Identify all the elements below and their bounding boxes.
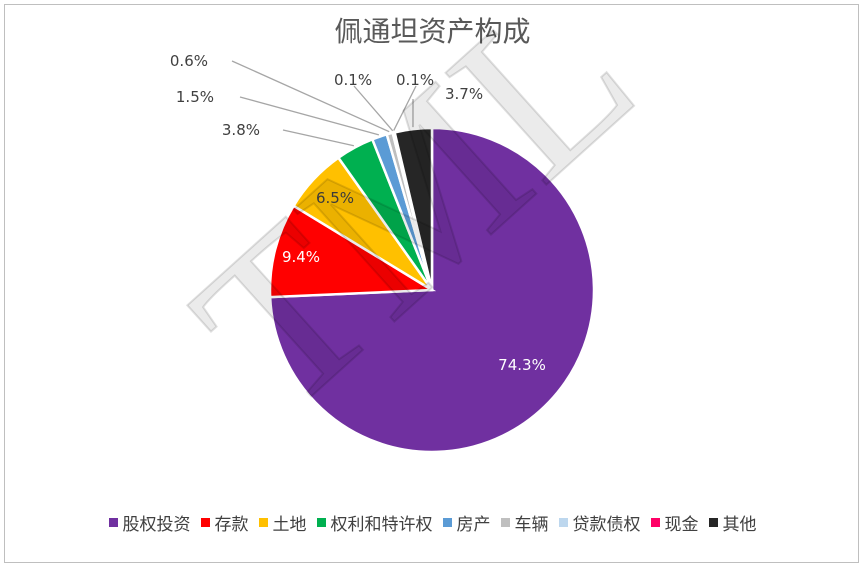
legend-label: 存款	[214, 515, 249, 535]
legend-label: 股权投资	[122, 515, 191, 535]
legend-item-1: 股权投资	[108, 510, 191, 535]
data-label-8: 0.1%	[396, 71, 434, 89]
legend-swatch	[442, 518, 452, 527]
legend-swatch	[500, 518, 510, 527]
pie-slice-9	[393, 126, 434, 291]
legend-swatch	[316, 518, 326, 527]
legend-swatch	[708, 518, 718, 527]
legend-swatch	[650, 518, 660, 527]
legend-swatch	[258, 518, 268, 527]
leader-line-8	[393, 85, 417, 131]
data-labels: 74.3% 9.4% 6.5% 3.8% 1.5% 0.6% 0.1% 0.1% 3.7%	[170, 52, 546, 374]
leader-line-4	[282, 129, 355, 147]
legend-item-3: 土地	[258, 510, 307, 535]
legend-label: 车辆	[514, 515, 549, 535]
chart-legend: 股权投资 存款 土地 权利和特许权 房产 车辆 贷款债权 现金 其他	[0, 510, 865, 535]
leader-lines	[231, 60, 417, 147]
leader-line-6	[231, 60, 390, 133]
pie-slice-2	[268, 204, 437, 299]
leader-line-5	[239, 96, 380, 136]
data-label-1: 74.3%	[498, 356, 546, 374]
data-label-6: 0.6%	[170, 52, 208, 70]
legend-item-7: 贷款债权	[558, 510, 641, 535]
legend-item-2: 存款	[200, 510, 249, 535]
legend-swatch	[558, 518, 568, 527]
legend-item-5: 房产	[442, 510, 491, 535]
legend-swatch	[200, 518, 210, 527]
data-label-2: 9.4%	[282, 248, 320, 266]
legend-item-8: 现金	[650, 510, 699, 535]
data-label-4: 3.8%	[222, 121, 260, 139]
legend-swatch	[108, 518, 118, 527]
legend-label: 现金	[664, 515, 699, 535]
data-label-7: 0.1%	[334, 71, 372, 89]
data-label-9: 3.7%	[445, 85, 483, 103]
legend-item-9: 其他	[708, 510, 757, 535]
legend-label: 土地	[272, 515, 307, 535]
data-label-5: 1.5%	[176, 88, 214, 106]
legend-label: 贷款债权	[572, 515, 641, 535]
pie-slices	[268, 126, 596, 454]
legend-label: 权利和特许权	[330, 515, 433, 535]
chart-title: 佩通坦资产构成	[334, 15, 531, 48]
legend-label: 房产	[456, 515, 491, 535]
legend-item-4: 权利和特许权	[316, 510, 433, 535]
leader-line-7	[353, 85, 394, 132]
legend-item-6: 车辆	[500, 510, 549, 535]
data-label-3: 6.5%	[316, 189, 354, 207]
legend-label: 其他	[722, 515, 757, 535]
